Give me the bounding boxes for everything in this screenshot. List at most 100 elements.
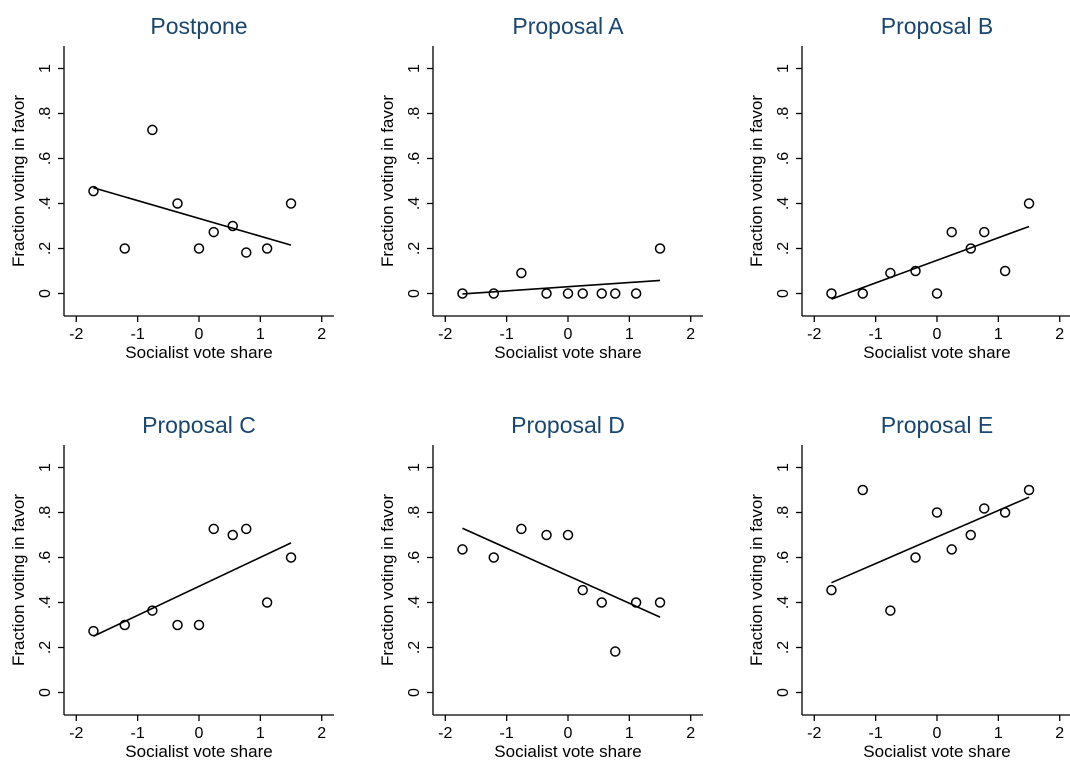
x-tick-label: -2 xyxy=(438,326,452,343)
x-tick-label: 1 xyxy=(625,725,634,742)
x-tick-label: 2 xyxy=(686,326,695,343)
x-axis-label: Socialist vote share xyxy=(494,343,641,362)
x-tick-label: -2 xyxy=(69,326,83,343)
x-tick-label: 0 xyxy=(195,326,204,343)
y-tick-label: 1 xyxy=(775,463,792,472)
y-tick-label: .4 xyxy=(775,596,792,609)
data-point xyxy=(208,226,219,238)
y-tick-label: .4 xyxy=(406,197,423,210)
fit-line xyxy=(93,186,292,246)
data-point xyxy=(1023,484,1035,496)
data-point xyxy=(285,552,297,563)
panel-title: Proposal B xyxy=(881,13,994,39)
x-tick-label: -1 xyxy=(131,725,145,742)
y-tick-label: 1 xyxy=(406,64,423,73)
data-point xyxy=(999,507,1011,518)
data-point xyxy=(610,288,621,299)
y-tick-label: 1 xyxy=(37,64,54,73)
y-tick-label: .8 xyxy=(37,107,54,120)
panel-title: Proposal D xyxy=(511,412,625,438)
y-tick-label: .8 xyxy=(775,506,792,519)
data-point xyxy=(88,625,99,637)
data-point xyxy=(261,243,273,254)
panel-title: Proposal C xyxy=(142,412,256,438)
data-point xyxy=(999,265,1011,277)
data-point xyxy=(826,288,837,299)
data-point xyxy=(610,646,621,657)
data-point xyxy=(241,523,252,535)
x-tick-label: -2 xyxy=(807,725,821,742)
y-tick-label: 0 xyxy=(775,289,792,298)
y-tick-label: .4 xyxy=(37,596,54,609)
data-point xyxy=(541,288,552,299)
data-point xyxy=(562,288,574,299)
panel-title: Proposal E xyxy=(881,412,994,438)
fit-line xyxy=(462,279,661,295)
fit-line xyxy=(462,527,661,618)
data-point xyxy=(172,198,183,209)
data-point xyxy=(541,529,552,541)
x-tick-label: -2 xyxy=(807,326,821,343)
data-point xyxy=(488,552,499,563)
x-tick-label: 2 xyxy=(317,725,326,742)
data-point xyxy=(172,619,183,631)
data-point xyxy=(457,288,468,299)
data-point xyxy=(119,619,130,631)
data-point xyxy=(826,584,837,596)
x-tick-label: -1 xyxy=(500,326,514,343)
data-point xyxy=(654,243,666,254)
y-tick-label: .6 xyxy=(37,152,54,165)
data-point xyxy=(885,267,896,279)
data-point xyxy=(596,288,607,299)
data-point xyxy=(562,529,574,541)
y-tick-label: .2 xyxy=(775,242,792,255)
data-point xyxy=(946,226,957,238)
x-tick-label: 0 xyxy=(564,326,573,343)
data-point xyxy=(119,243,130,254)
x-axis-label: Socialist vote share xyxy=(863,742,1010,761)
x-tick-label: 0 xyxy=(564,725,573,742)
x-tick-label: 1 xyxy=(994,326,1003,343)
data-point xyxy=(857,484,868,496)
data-point xyxy=(965,243,976,254)
data-point xyxy=(910,552,921,563)
x-tick-label: 0 xyxy=(933,725,942,742)
y-tick-label: 0 xyxy=(406,289,423,298)
data-point xyxy=(654,597,666,608)
data-point xyxy=(630,597,642,608)
x-axis-label: Socialist vote share xyxy=(125,742,272,761)
y-tick-label: .2 xyxy=(406,242,423,255)
fit-line xyxy=(831,225,1030,300)
y-tick-label: .4 xyxy=(775,197,792,210)
y-tick-label: .6 xyxy=(406,551,423,564)
data-point xyxy=(946,544,957,555)
y-axis-label: Fraction voting in favor xyxy=(747,95,766,267)
x-tick-label: 0 xyxy=(933,326,942,343)
data-point xyxy=(931,507,943,518)
x-tick-label: -2 xyxy=(69,725,83,742)
x-tick-label: 1 xyxy=(256,326,265,343)
data-point xyxy=(88,185,99,197)
y-tick-label: .2 xyxy=(775,641,792,654)
y-axis-label: Fraction voting in favor xyxy=(747,494,766,666)
x-tick-label: 1 xyxy=(625,326,634,343)
y-tick-label: 0 xyxy=(406,688,423,697)
data-point xyxy=(227,529,238,541)
x-tick-label: -1 xyxy=(869,326,883,343)
y-axis-label: Fraction voting in favor xyxy=(9,95,28,267)
y-tick-label: .6 xyxy=(406,152,423,165)
y-tick-label: 0 xyxy=(37,688,54,697)
y-tick-label: 0 xyxy=(775,688,792,697)
data-point xyxy=(1023,198,1035,209)
data-point xyxy=(979,503,990,514)
y-axis-label: Fraction voting in favor xyxy=(378,95,397,267)
data-point xyxy=(577,584,588,596)
data-point xyxy=(885,605,896,616)
data-point xyxy=(488,288,499,299)
